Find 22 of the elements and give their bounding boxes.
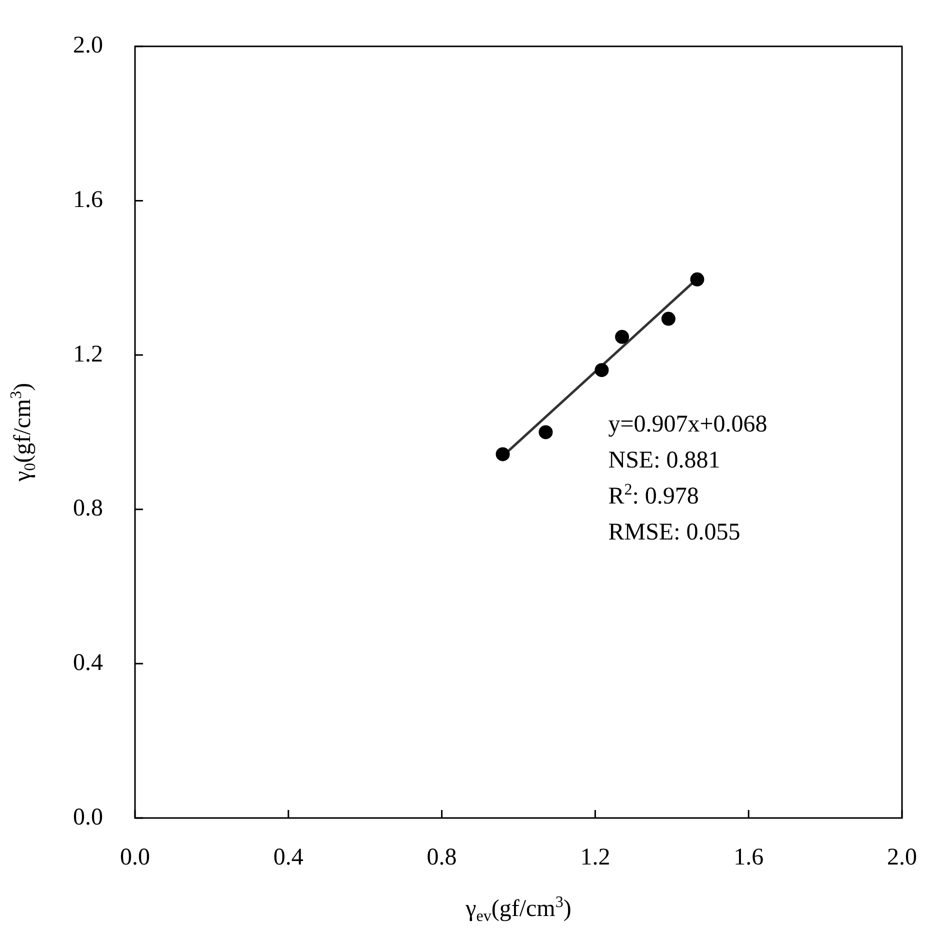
- y-tick-label: 0.4: [73, 650, 103, 676]
- y-tick-label: 0.0: [73, 804, 103, 830]
- annotation: RMSE: 0.055: [608, 519, 740, 546]
- x-tick-label: 0.4: [273, 844, 304, 871]
- x-tick-label: 1.6: [734, 844, 764, 871]
- y-tick-label: 1.6: [73, 187, 103, 214]
- point: [690, 272, 704, 286]
- x-tick-label: 0.8: [426, 844, 457, 871]
- x-tick-label: 2.0: [887, 844, 917, 871]
- point: [496, 447, 510, 462]
- y-tick-label: 0.8: [73, 496, 103, 522]
- point: [615, 330, 630, 344]
- x-tick-label: 1.2: [580, 844, 610, 871]
- point: [538, 425, 553, 440]
- point: [661, 312, 676, 326]
- annotation: NSE: 0.881: [608, 447, 720, 474]
- point: [594, 363, 609, 378]
- annotation: y=0.907x+0.068: [608, 411, 768, 438]
- y-tick-label: 1.2: [73, 341, 103, 368]
- y-tick-label: 2.0: [73, 32, 103, 59]
- y-axis-title: γ0(gf/cm3): [8, 382, 39, 482]
- x-tick-label: 0.0: [120, 844, 150, 871]
